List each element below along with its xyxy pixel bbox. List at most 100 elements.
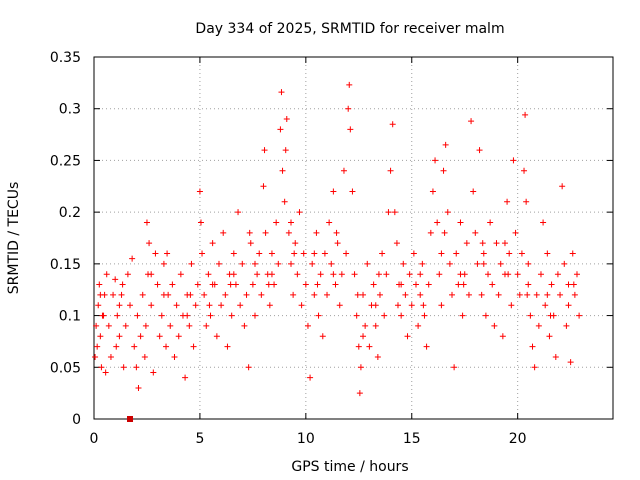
data-point xyxy=(508,302,515,309)
y-tick-label: 0.2 xyxy=(59,205,81,221)
data-point xyxy=(279,167,286,174)
data-point xyxy=(141,353,148,360)
data-point xyxy=(314,281,321,288)
data-point xyxy=(516,291,523,298)
data-point xyxy=(160,291,167,298)
data-point xyxy=(438,250,445,257)
x-axis-label: GPS time / hours xyxy=(291,459,408,475)
data-point xyxy=(571,291,578,298)
data-point xyxy=(440,167,447,174)
data-point xyxy=(468,118,475,125)
data-point xyxy=(304,322,311,329)
data-point xyxy=(148,271,155,278)
data-point xyxy=(277,126,284,133)
data-point xyxy=(357,364,364,371)
data-point xyxy=(482,312,489,319)
data-point xyxy=(421,312,428,319)
data-point xyxy=(95,302,102,309)
data-point xyxy=(271,281,278,288)
data-point xyxy=(98,364,105,371)
data-point xyxy=(93,322,100,329)
data-point xyxy=(489,281,496,288)
data-point xyxy=(175,333,182,340)
data-point xyxy=(544,250,551,257)
data-point xyxy=(372,302,379,309)
data-point xyxy=(246,229,253,236)
data-point xyxy=(313,229,320,236)
data-point xyxy=(105,322,112,329)
data-point xyxy=(412,281,419,288)
data-point xyxy=(256,250,263,257)
data-point xyxy=(480,260,487,267)
data-point xyxy=(230,271,237,278)
data-point xyxy=(243,291,250,298)
data-point xyxy=(224,343,231,350)
data-point xyxy=(398,281,405,288)
data-point xyxy=(438,302,445,309)
y-tick-label: 0.35 xyxy=(50,50,81,66)
data-point xyxy=(291,250,298,257)
data-point xyxy=(294,271,301,278)
data-point xyxy=(192,302,199,309)
data-point xyxy=(247,240,254,247)
data-point xyxy=(362,322,369,329)
y-tick-label: 0 xyxy=(72,412,81,428)
data-point xyxy=(436,271,443,278)
data-point xyxy=(535,322,542,329)
data-point xyxy=(288,260,295,267)
data-point xyxy=(298,302,305,309)
data-point xyxy=(355,343,362,350)
data-point xyxy=(353,312,360,319)
data-point xyxy=(129,255,136,262)
y-tick-label: 0.15 xyxy=(50,257,81,273)
data-point xyxy=(347,126,354,133)
data-point xyxy=(265,281,272,288)
data-point xyxy=(268,271,275,278)
data-point xyxy=(552,353,559,360)
data-point xyxy=(406,271,413,278)
data-point xyxy=(333,229,340,236)
data-point xyxy=(278,89,285,96)
data-point xyxy=(453,250,460,257)
data-point xyxy=(375,271,382,278)
data-point xyxy=(398,312,405,319)
data-point xyxy=(292,240,299,247)
data-point xyxy=(381,312,388,319)
x-tick-label: 15 xyxy=(403,431,421,447)
data-point xyxy=(187,291,194,298)
data-point xyxy=(113,343,120,350)
data-point xyxy=(288,219,295,226)
data-point xyxy=(493,240,500,247)
data-point xyxy=(425,281,432,288)
data-point xyxy=(169,281,176,288)
data-point xyxy=(565,302,572,309)
x-tick-label: 0 xyxy=(90,431,99,447)
data-point xyxy=(110,291,117,298)
data-point xyxy=(346,81,353,88)
data-point xyxy=(356,390,363,397)
data-point xyxy=(103,271,110,278)
data-point xyxy=(506,250,513,257)
data-point xyxy=(533,291,540,298)
data-point xyxy=(383,271,390,278)
data-point xyxy=(394,302,401,309)
data-point xyxy=(417,271,424,278)
data-point xyxy=(366,343,373,350)
data-point xyxy=(546,333,553,340)
data-point xyxy=(122,322,129,329)
data-point xyxy=(116,302,123,309)
data-point xyxy=(544,291,551,298)
data-point xyxy=(504,198,511,205)
x-tick-label: 20 xyxy=(509,431,527,447)
data-point xyxy=(134,312,141,319)
plot-frame xyxy=(93,56,614,420)
data-point xyxy=(402,291,409,298)
data-point xyxy=(573,271,580,278)
data-point xyxy=(135,384,142,391)
data-point xyxy=(567,359,574,366)
data-point xyxy=(118,291,125,298)
data-point xyxy=(495,291,502,298)
data-point xyxy=(491,322,498,329)
data-point xyxy=(540,219,547,226)
data-point xyxy=(408,302,415,309)
